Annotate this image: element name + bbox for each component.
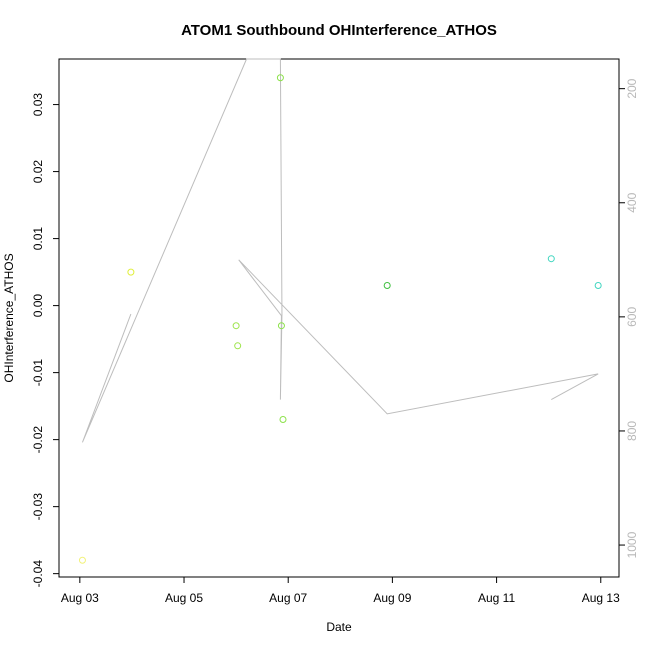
y-tick-label: -0.02 (31, 426, 45, 454)
x-tick-label: Aug 13 (582, 591, 620, 605)
chart-title: ATOM1 Southbound OHInterference_ATHOS (181, 22, 497, 39)
x-axis-label: Date (326, 620, 352, 634)
line-series-path (81, 58, 599, 443)
y-axis-label: OHInterference_ATHOS (2, 253, 16, 382)
y-tick-label: -0.01 (31, 359, 45, 387)
x-axis: Aug 03 Aug 05 Aug 07 Aug 09 Aug 11 Aug 13 (61, 576, 620, 605)
y-tick-label: -0.03 (31, 493, 45, 521)
data-point (383, 281, 391, 289)
scatter-points (78, 74, 602, 564)
line-series (81, 58, 599, 443)
data-point (232, 322, 240, 330)
data-point (276, 74, 284, 82)
data-point (594, 281, 602, 289)
x-tick-label: Aug 11 (478, 591, 515, 605)
y2-tick-label: 200 (625, 78, 639, 98)
y2-tick-label: 400 (625, 192, 639, 212)
data-point (279, 416, 287, 424)
x-tick-label: Aug 05 (165, 591, 203, 605)
y2-tick-label: 800 (625, 421, 639, 441)
y2-tick-label: 600 (625, 307, 639, 327)
data-point (277, 322, 285, 330)
y-tick-label: 0.02 (31, 160, 45, 184)
y2-axis-right: 200 400 600 800 1000 (618, 78, 639, 558)
y2-tick-label: 1000 (625, 531, 639, 558)
data-point (547, 255, 555, 263)
y-tick-label: -0.04 (31, 560, 45, 588)
data-point (234, 342, 242, 350)
y-tick-label: 0.01 (31, 227, 45, 251)
x-tick-label: Aug 07 (269, 591, 307, 605)
x-tick-label: Aug 09 (373, 591, 411, 605)
y-axis: -0.04 -0.03 -0.02 -0.01 0.00 0.01 0.02 0.03 (31, 93, 60, 588)
y-tick-label: 0.00 (31, 294, 45, 318)
x-tick-label: Aug 03 (61, 591, 99, 605)
plot-frame (58, 58, 620, 578)
data-point (78, 556, 86, 564)
y-tick-label: 0.03 (31, 93, 45, 117)
data-point (127, 268, 135, 276)
